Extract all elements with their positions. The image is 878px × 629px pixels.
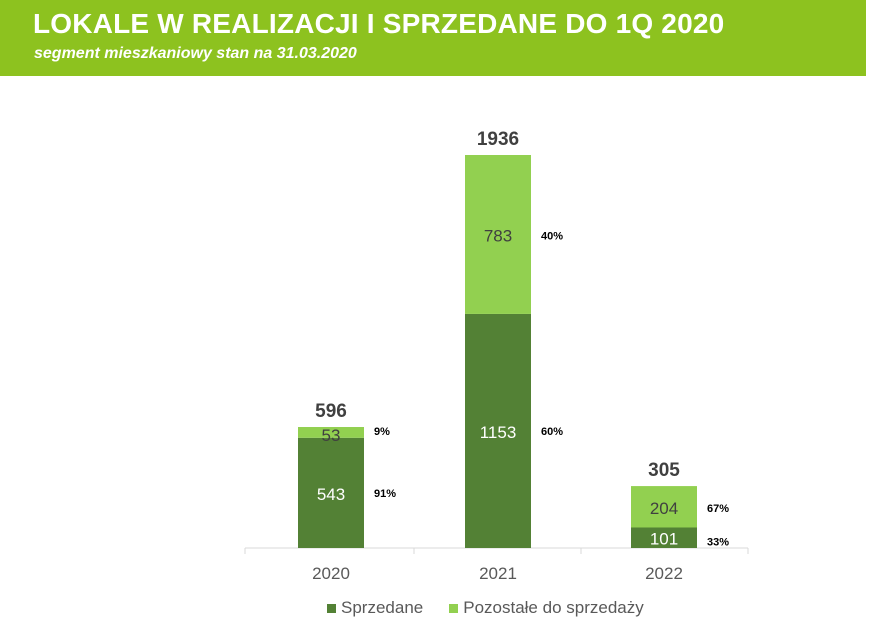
data-label-sold-2021: 1153 xyxy=(480,423,517,442)
data-label-sold-2022: 101 xyxy=(650,530,678,549)
total-label-2021: 1936 xyxy=(477,129,519,150)
bar-sold-2020 xyxy=(298,437,364,548)
legend-swatch-sold xyxy=(327,603,336,613)
legend-label-sold: Sprzedane xyxy=(341,598,424,617)
total-label-2022: 305 xyxy=(648,460,680,481)
percent-label-sold-2020: 91% xyxy=(374,488,396,500)
data-label-remaining-2021: 783 xyxy=(484,226,512,245)
legend-item-remaining: Pozostałe do sprzedaży xyxy=(449,598,644,618)
title-banner: LOKALE W REALIZACJI I SPRZEDANE DO 1Q 20… xyxy=(0,0,866,76)
total-label-2020: 596 xyxy=(315,401,347,422)
bar-remaining-2022 xyxy=(631,486,697,528)
data-label-remaining-2022: 204 xyxy=(650,499,678,518)
bar-sold-2022 xyxy=(631,527,697,548)
data-label-sold-2020: 543 xyxy=(317,485,345,504)
category-label-2021: 2021 xyxy=(479,564,517,583)
percent-label-remaining-2020: 9% xyxy=(374,426,390,438)
bar-sold-2021 xyxy=(465,313,531,548)
percent-label-remaining-2021: 40% xyxy=(541,230,563,242)
percent-label-sold-2022: 33% xyxy=(707,537,729,549)
page-subtitle: segment mieszkaniowy stan na 31.03.2020 xyxy=(34,45,357,62)
percent-label-remaining-2022: 67% xyxy=(707,503,729,515)
legend-label-remaining: Pozostałe do sprzedaży xyxy=(463,598,644,617)
page-title: LOKALE W REALIZACJI I SPRZEDANE DO 1Q 20… xyxy=(33,8,725,39)
category-label-2020: 2020 xyxy=(312,564,350,583)
legend-item-sold: Sprzedane xyxy=(327,598,423,618)
legend-swatch-remaining xyxy=(449,603,459,613)
category-label-2022: 2022 xyxy=(645,564,683,583)
data-label-remaining-2020: 53 xyxy=(322,426,341,445)
percent-label-sold-2021: 60% xyxy=(541,426,563,438)
bar-remaining-2020 xyxy=(298,427,364,438)
bar-remaining-2021 xyxy=(465,155,531,314)
chart-legend: Sprzedane Pozostałe do sprzedaży xyxy=(327,598,670,618)
